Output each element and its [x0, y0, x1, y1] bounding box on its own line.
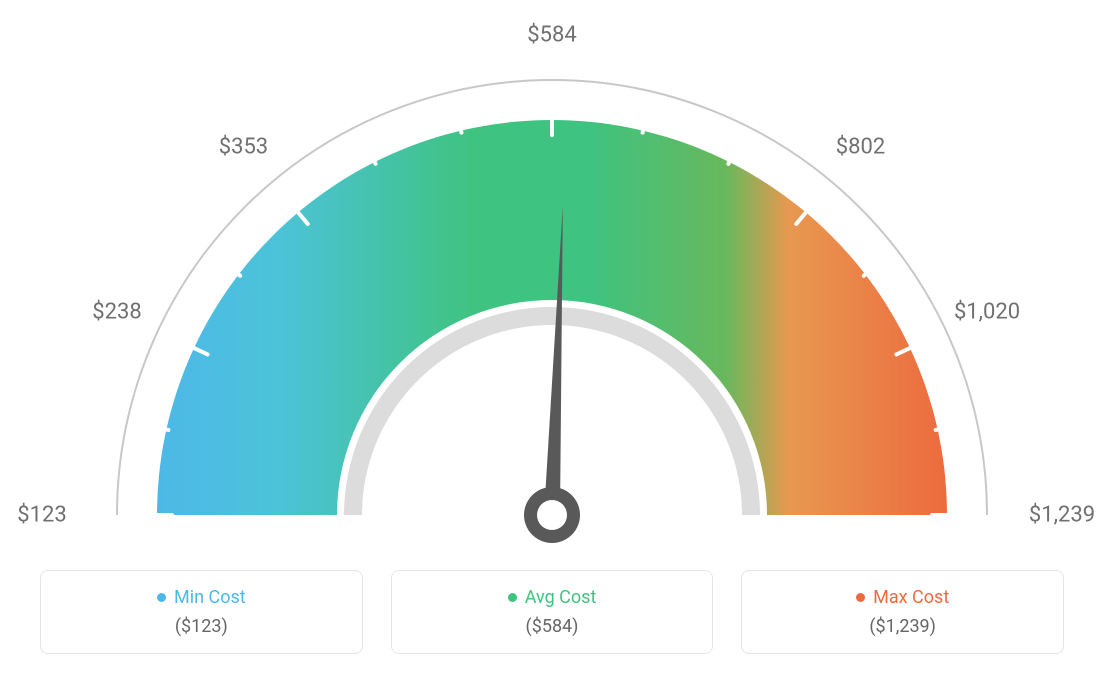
legend-max-box: Max Cost ($1,239) [741, 570, 1064, 654]
max-value: ($1,239) [762, 616, 1043, 637]
scale-label: $802 [836, 135, 885, 160]
scale-label: $123 [17, 503, 66, 528]
min-dot [157, 593, 166, 602]
max-dot [856, 593, 865, 602]
scale-label: $1,239 [1029, 503, 1095, 528]
min-label: Min Cost [174, 587, 246, 608]
scale-label: $353 [219, 135, 268, 160]
gauge-svg [0, 0, 1104, 560]
scale-label: $584 [527, 23, 576, 48]
legend-row: Min Cost ($123) Avg Cost ($584) Max Cost… [0, 570, 1104, 654]
avg-dot [508, 593, 517, 602]
legend-avg-box: Avg Cost ($584) [391, 570, 714, 654]
max-label: Max Cost [873, 587, 949, 608]
cost-gauge-chart: $123 $238 $353 $584 $802 $1,020 $1,239 [0, 0, 1104, 560]
avg-value: ($584) [412, 616, 693, 637]
scale-label: $238 [92, 300, 141, 325]
min-value: ($123) [61, 616, 342, 637]
scale-label: $1,020 [954, 300, 1020, 325]
avg-label: Avg Cost [525, 587, 597, 608]
legend-min-box: Min Cost ($123) [40, 570, 363, 654]
